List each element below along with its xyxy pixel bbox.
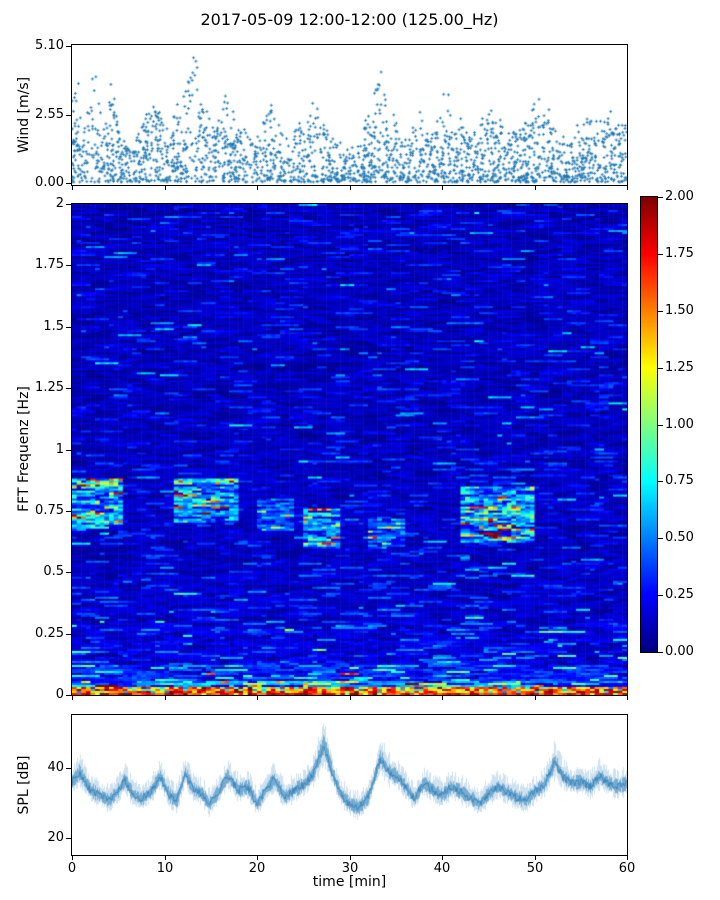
- tick-mark: [627, 696, 628, 700]
- tick-mark: [442, 856, 443, 860]
- tick-label: 2.00: [665, 189, 694, 204]
- tick-mark: [658, 595, 663, 596]
- tick-mark: [658, 652, 663, 653]
- tick-label: 0.50: [665, 530, 694, 545]
- tick-label: 0.75: [35, 503, 64, 518]
- tick-label: 1: [55, 442, 64, 457]
- tick-mark: [66, 768, 71, 769]
- tick-label: 5.10: [35, 38, 64, 53]
- fft-spectrogram-plot: [71, 203, 628, 696]
- figure-title: 2017-05-09 12:00-12:00 (125.00_Hz): [200, 10, 499, 29]
- tick-mark: [535, 856, 536, 860]
- tick-label: 0: [55, 687, 64, 702]
- tick-label: 1.75: [35, 257, 64, 272]
- wind-scatter-canvas: [72, 45, 627, 185]
- tick-label: 2: [55, 196, 64, 211]
- tick-mark: [66, 115, 71, 116]
- tick-label: 60: [618, 861, 636, 876]
- tick-label: 0.00: [35, 175, 64, 190]
- spl-line-canvas: [72, 715, 627, 855]
- tick-mark: [257, 856, 258, 860]
- tick-mark: [66, 511, 71, 512]
- tick-label: 20: [248, 861, 266, 876]
- tick-mark: [658, 197, 663, 198]
- tick-mark: [165, 856, 166, 860]
- tick-label: 0.75: [665, 473, 694, 488]
- tick-mark: [66, 265, 71, 266]
- tick-mark: [442, 186, 443, 190]
- tick-mark: [535, 186, 536, 190]
- tick-mark: [535, 696, 536, 700]
- tick-mark: [627, 186, 628, 190]
- tick-label: 1.5: [43, 319, 64, 334]
- colorbar-canvas: [641, 197, 657, 652]
- tick-label: 10: [156, 861, 174, 876]
- tick-mark: [66, 695, 71, 696]
- colorbar: [640, 196, 658, 653]
- tick-label: 0.25: [35, 626, 64, 641]
- tick-mark: [66, 183, 71, 184]
- tick-mark: [257, 186, 258, 190]
- tick-label: 1.00: [665, 417, 694, 432]
- tick-label: 1.50: [665, 303, 694, 318]
- tick-label: 50: [526, 861, 544, 876]
- tick-mark: [66, 388, 71, 389]
- tick-label: 40: [433, 861, 451, 876]
- tick-label: 40: [47, 760, 64, 775]
- tick-mark: [658, 368, 663, 369]
- tick-mark: [658, 311, 663, 312]
- tick-mark: [442, 696, 443, 700]
- tick-mark: [72, 696, 73, 700]
- tick-mark: [658, 538, 663, 539]
- tick-mark: [165, 186, 166, 190]
- tick-mark: [627, 856, 628, 860]
- tick-mark: [66, 450, 71, 451]
- tick-mark: [658, 425, 663, 426]
- tick-mark: [658, 481, 663, 482]
- tick-mark: [66, 572, 71, 573]
- tick-label: 30: [341, 861, 359, 876]
- wind-plot: [71, 44, 628, 186]
- tick-label: 1.25: [35, 380, 64, 395]
- tick-mark: [66, 327, 71, 328]
- tick-mark: [350, 856, 351, 860]
- tick-mark: [165, 696, 166, 700]
- fft-heatmap-canvas: [72, 204, 627, 695]
- tick-label: 2.55: [35, 107, 64, 122]
- tick-label: 0.00: [665, 644, 694, 659]
- tick-mark: [66, 46, 71, 47]
- tick-label: 0: [67, 861, 77, 876]
- tick-mark: [72, 856, 73, 860]
- tick-mark: [350, 186, 351, 190]
- tick-label: 0.25: [665, 587, 694, 602]
- tick-label: 0.5: [43, 564, 64, 579]
- tick-mark: [66, 634, 71, 635]
- time-xlabel: time [min]: [312, 874, 387, 890]
- tick-mark: [257, 696, 258, 700]
- tick-mark: [66, 838, 71, 839]
- tick-label: 1.75: [665, 246, 694, 261]
- tick-label: 1.25: [665, 360, 694, 375]
- tick-mark: [350, 696, 351, 700]
- tick-label: 20: [47, 830, 64, 845]
- tick-mark: [66, 204, 71, 205]
- tick-mark: [658, 254, 663, 255]
- tick-mark: [72, 186, 73, 190]
- spl-plot: [71, 714, 628, 856]
